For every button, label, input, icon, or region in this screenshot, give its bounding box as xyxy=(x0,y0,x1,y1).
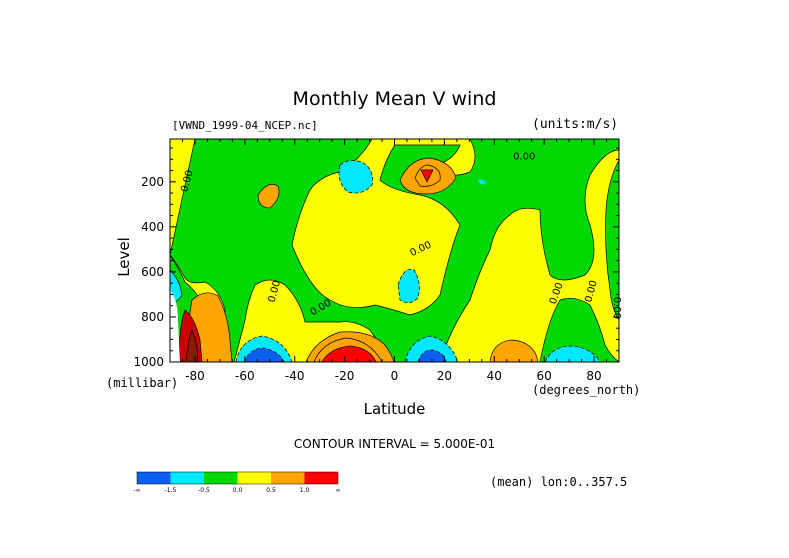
field-cyan-bottom-right xyxy=(544,345,601,362)
legend-tick-label: 0.5 xyxy=(266,487,276,494)
field-green-central xyxy=(170,139,619,362)
legend-swatch xyxy=(204,472,238,484)
legend-tick-label: -1.5 xyxy=(165,487,177,494)
legend-swatch xyxy=(304,472,338,484)
field-green-right-lower xyxy=(539,298,619,362)
x-tick-label: 60 xyxy=(537,369,552,383)
y-tick-label: 200 xyxy=(141,175,164,189)
field-cyan-bottom-center xyxy=(404,335,459,362)
x-tick-label: 40 xyxy=(487,369,502,383)
legend-tick-label: -0.5 xyxy=(198,487,210,494)
legend-tick-label: 1.0 xyxy=(300,487,310,494)
y-tick-label: 1000 xyxy=(133,355,164,369)
y-axis-ticks: 200 400 600 800 1000 xyxy=(133,147,619,369)
field-blue-bottom-center xyxy=(417,349,447,362)
x-tick-label: -80 xyxy=(185,369,205,383)
contour-interval-label: CONTOUR INTERVAL = 5.000E-01 xyxy=(293,437,496,451)
x-tick-label: -40 xyxy=(285,369,305,383)
dataset-label: [VWND_1999-04_NCEP.nc] xyxy=(172,119,318,132)
contour-label: 0.00 xyxy=(513,151,535,162)
x-tick-label: -60 xyxy=(235,369,255,383)
x-axis-ticks: -80 -60 -40 -20 0 20 40 60 80 xyxy=(169,139,620,383)
field-cyan-mid xyxy=(397,269,420,303)
field-red-upper xyxy=(420,169,434,183)
legend-tick-label: 0.0 xyxy=(233,487,243,494)
field-orange-upper-left xyxy=(257,183,280,209)
x-tick-label: 20 xyxy=(437,369,452,383)
x-tick-label: 0 xyxy=(391,369,399,383)
chart-title: Monthly Mean V wind xyxy=(292,88,497,110)
field-blue-bottom-left xyxy=(243,347,285,362)
x-axis-label: Latitude xyxy=(363,400,426,418)
contour-label: 0.00 xyxy=(611,297,622,319)
y-axis-units: (millibar) xyxy=(106,376,179,390)
field-green-right-edge xyxy=(605,159,619,321)
field-dark-red-bottom-left xyxy=(185,329,199,362)
x-axis-units: (degrees_north) xyxy=(532,383,641,397)
color-legend: -∞ -1.5 -0.5 0.0 0.5 1.0 ∞ xyxy=(133,471,341,494)
field-orange-bottom-right xyxy=(489,339,539,362)
longitude-mean-note: (mean) lon:0..357.5 xyxy=(490,475,628,489)
field-cyan-upper xyxy=(338,160,373,194)
field-red-bottom-center xyxy=(321,345,377,362)
contour-fields xyxy=(170,139,619,362)
y-tick-label: 400 xyxy=(141,220,164,234)
legend-swatch xyxy=(237,472,271,484)
contour-ring-orange-bottom xyxy=(313,337,383,362)
field-missing-left xyxy=(170,290,180,362)
contour-ring-red xyxy=(414,164,441,187)
x-tick-label: 80 xyxy=(586,369,601,383)
field-cyan-small-dot xyxy=(478,179,486,185)
x-tick-label: -20 xyxy=(335,369,355,383)
legend-swatch xyxy=(271,472,305,484)
y-tick-label: 800 xyxy=(141,310,164,324)
units-label: (units:m/s) xyxy=(532,117,619,132)
legend-frame xyxy=(136,471,339,485)
legend-tick-label: -∞ xyxy=(133,487,140,494)
y-tick-label: 600 xyxy=(141,265,164,279)
legend-tick-label: ∞ xyxy=(336,487,341,494)
legend-swatch xyxy=(137,472,171,484)
legend-swatch xyxy=(170,472,204,484)
